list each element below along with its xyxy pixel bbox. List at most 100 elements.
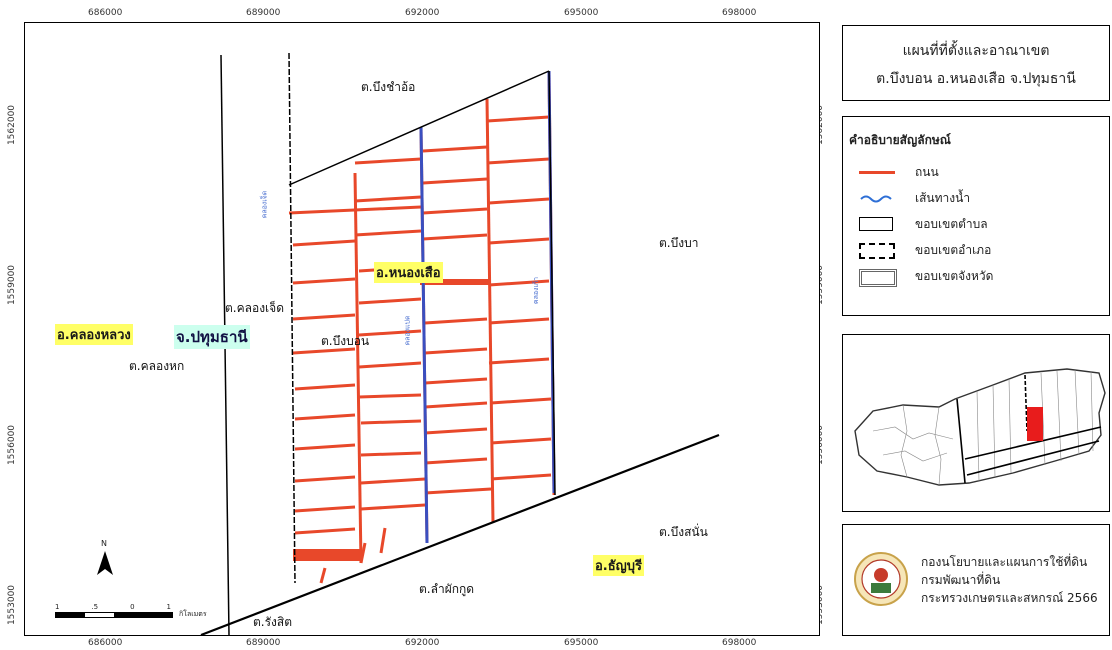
road-segment [486,115,550,123]
road-segment [359,542,367,564]
scale-unit: กิโลเมตร [179,610,207,618]
label-lam-phak-kut: ต.ลำผักกูด [419,582,475,596]
road-segment [422,233,488,241]
title-panel: แผนที่ที่ตั้งและอาณาเขต ต.บึงบอน อ.หนองเ… [842,25,1110,101]
boundary-line [288,70,550,186]
label-khlong-luang: อ.คลองหลวง [55,324,133,345]
road-segment [358,297,422,305]
road-segment [288,205,422,215]
north-label: N [101,539,107,548]
map-canvas [200,52,720,635]
x-coord-top-2: 689000 [246,8,281,18]
label-khlong-chet: ต.คลองเจ็ด [225,301,284,315]
ldd-emblem-icon [854,552,908,606]
title-line-2: ต.บึงบอน อ.หนองเสือ จ.ปทุมธานี [876,71,1076,87]
legend-label-province: ขอบเขตจังหวัด [915,268,994,283]
x-coord-bottom-3: 692000 [405,638,440,648]
map-frame[interactable]: ต.บึงชำอ้อ ต.บึงบา อ.หนองเสือ ต.คลองเจ็ด… [24,22,820,636]
x-coord-top-5: 698000 [722,8,757,18]
road-segment [488,197,550,205]
road-segment [424,377,488,385]
road-segment [354,195,422,203]
road-segment [294,383,356,391]
road-segment [292,313,356,321]
road-segment [424,427,488,435]
road-segment [294,443,356,451]
road-segment [354,229,422,237]
legend-heading: คำอธิบายสัญลักษณ์ [849,133,951,147]
road-segment [485,98,495,524]
road-segment [424,401,488,409]
label-khlong-hok: ต.คลองหก [129,359,185,373]
road-cluster [293,549,361,561]
canal-label-3: คลองเก้า [532,276,541,305]
credit-line-2: กรมพัฒนาที่ดิน [921,573,1001,587]
label-bueng-ba: ต.บึงบา [659,236,699,250]
x-coord-bottom-1: 686000 [88,638,123,648]
road-segment [424,317,488,325]
road-segment [488,237,550,245]
road-segment [294,505,356,513]
road-segment [422,177,488,185]
scale-tick-2: .5 [91,603,99,611]
road-segment [294,475,356,483]
road-segment [422,145,488,153]
road-segment [422,207,488,215]
road-segment [294,413,356,421]
legend-item-province: ขอบเขตจังหวัด [859,266,994,287]
road-segment [292,277,356,285]
legend-item-road: ถนน [859,162,939,182]
road-segment [294,527,356,535]
boundary-line [548,70,556,496]
road-segment [488,357,550,365]
road-segment [358,329,422,337]
label-bueng-san: ต.บึงสนั่น [659,525,708,539]
road-segment [360,503,426,511]
province-outline [854,368,1106,486]
road-segment [358,361,422,369]
study-area-highlight [1027,407,1043,441]
legend-label-district: ขอบเขตอำเภอ [915,242,992,257]
road-segment [490,473,552,481]
label-nong-suea: อ.หนองเสือ [374,262,443,283]
label-pathum-thani: จ.ปทุมธานี [174,325,250,349]
scale-tick-3: 0 [130,603,135,611]
scale-tick-4: 1 [166,603,171,611]
canal-khlong-paet [419,126,429,544]
legend-item-water: เส้นทางน้ำ [859,188,970,208]
road-segment [360,419,422,425]
road-segment [354,157,422,165]
y-coord-left-3: 1556000 [7,424,18,466]
legend-label-road: ถนน [915,164,939,179]
canal-label-2: คลองแปด [403,315,412,346]
label-bueng-cham-o: ต.บึงชำอ้อ [361,80,416,94]
road-segment [292,347,356,355]
road-segment [490,437,552,445]
inset-map-panel[interactable] [842,334,1110,512]
north-arrow-icon [97,551,113,575]
road-segment [424,487,492,495]
x-coord-top-1: 686000 [88,8,123,18]
label-rangsit: ต.รังสิต [253,615,293,629]
legend-panel: คำอธิบายสัญลักษณ์ ถนน เส้นทางน้ำ ขอบเขตต… [842,116,1110,316]
x-coord-bottom-2: 689000 [246,638,281,648]
title-line-1: แผนที่ที่ตั้งและอาณาเขต [902,43,1050,59]
x-coord-top-4: 695000 [564,8,599,18]
road-segment [292,239,356,247]
legend-label-water: เส้นทางน้ำ [915,190,971,205]
road-segment [360,477,426,485]
road-segment [358,393,422,399]
wave-icon [860,195,892,203]
inset-map [854,368,1106,486]
boundary-line [288,52,296,584]
road-segment [379,527,387,554]
district-boundaries [956,374,1102,484]
label-bueng-bon: ต.บึงบอน [321,334,370,348]
road-segment [360,451,422,457]
road-segment [424,457,488,465]
credit-panel: กองนโยบายและแผนการใช้ที่ดิน กรมพัฒนาที่ด… [842,524,1110,636]
y-coord-left-1: 1562000 [7,104,18,146]
road-network [288,70,556,584]
legend-item-subdistrict: ขอบเขตตำบล [859,214,988,234]
boundary-line [200,433,720,635]
